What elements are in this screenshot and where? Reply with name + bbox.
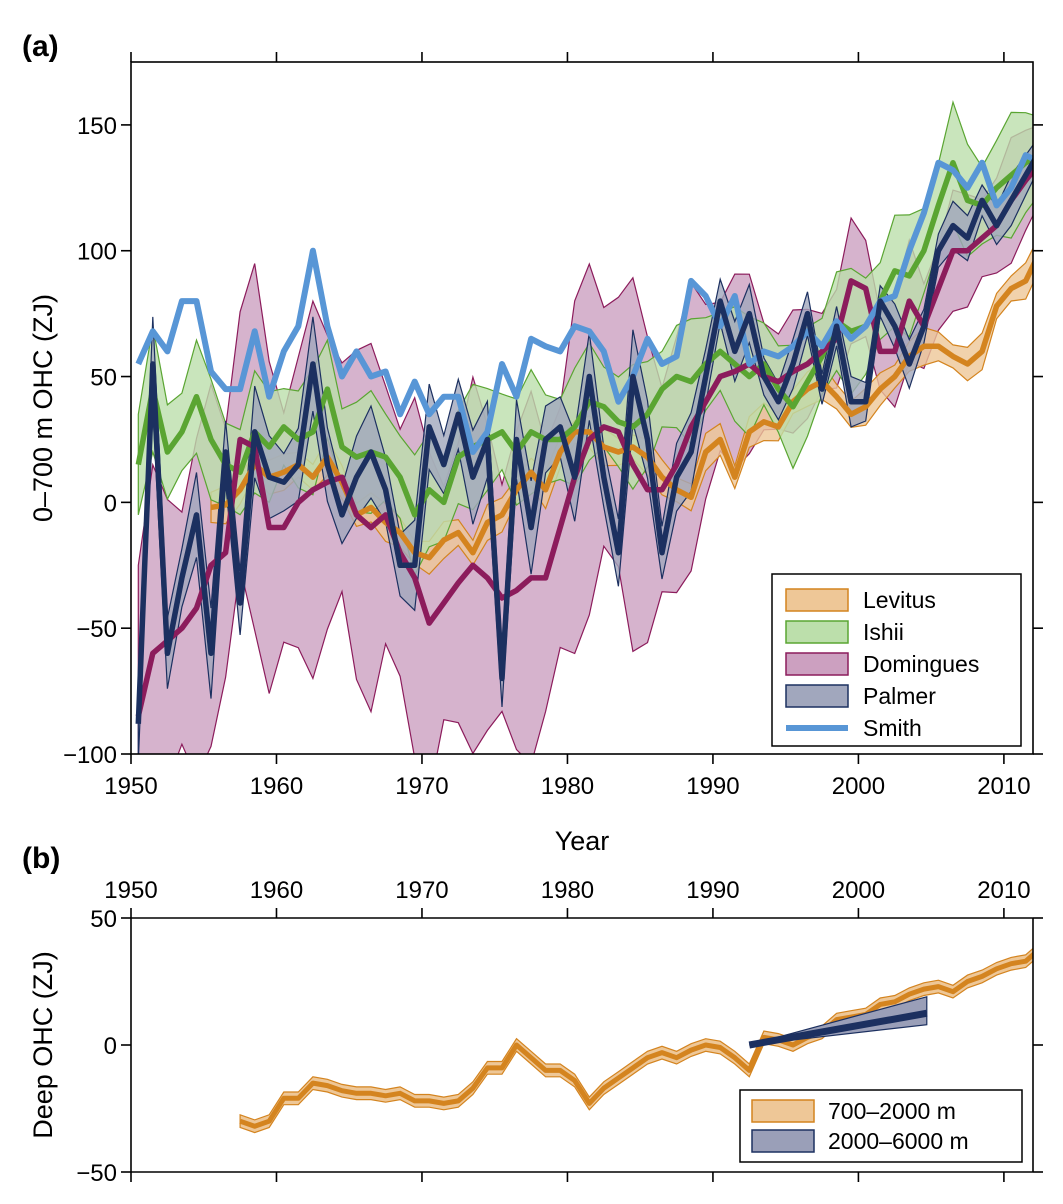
- x-tick-label-a: 1980: [541, 773, 594, 800]
- line-smith: [135, 152, 1033, 455]
- x-tick-label-a: 1950: [104, 773, 157, 800]
- x-tick-label-a: 1960: [250, 773, 303, 800]
- legend-b: 700–2000 m 2000–6000 m: [739, 1089, 1023, 1163]
- legend-label-700-2000-m: 700–2000 m: [828, 1098, 956, 1124]
- legend-a: Levitus Ishii Domingues Palmer Smith: [771, 573, 1022, 747]
- legend-label-domingues: Domingues: [863, 651, 979, 677]
- x-tick-label-a: 1970: [395, 773, 448, 800]
- x-tick-label-a: 2010: [977, 773, 1030, 800]
- y-axis-label-a: 0–700 m OHC (ZJ): [28, 294, 58, 522]
- x-tick-label-b: 1990: [686, 877, 739, 904]
- panel-label-b: (b): [22, 842, 60, 875]
- legend-swatch-2000-6000-m: [751, 1129, 815, 1153]
- y-tick-label-a: −50: [76, 616, 117, 643]
- legend-label-palmer: Palmer: [863, 683, 936, 709]
- panel-label-a: (a): [22, 30, 59, 63]
- x-tick-label-b: 1950: [104, 877, 157, 904]
- legend-label-levitus: Levitus: [863, 587, 936, 613]
- line-700-2000-m: [239, 951, 1033, 1129]
- y-tick-label-a: 0: [104, 490, 117, 517]
- line-2000-6000-m: [748, 1009, 928, 1049]
- legend-label-smith: Smith: [863, 715, 922, 741]
- line-palmer: [135, 157, 1033, 724]
- x-tick-label-a: 2000: [832, 773, 885, 800]
- x-tick-label-b: 1980: [541, 877, 594, 904]
- legend-label-2000-6000-m: 2000–6000 m: [828, 1128, 969, 1154]
- x-tick-label-b: 1970: [395, 877, 448, 904]
- y-tick-label-a: 100: [77, 239, 117, 266]
- y-tick-label-b: 50: [90, 906, 117, 933]
- y-tick-label-a: 150: [77, 113, 117, 140]
- y-tick-label-a: −100: [63, 742, 117, 769]
- legend-swatch-700-2000-m: [751, 1099, 815, 1123]
- legend-swatch-domingues: [785, 652, 849, 676]
- legend-swatch-levitus: [785, 588, 849, 612]
- x-tick-label-b: 2010: [977, 877, 1030, 904]
- legend-label-ishii: Ishii: [863, 619, 904, 645]
- x-axis-label-a: Year: [555, 826, 610, 856]
- y-tick-label-a: 50: [90, 365, 117, 392]
- band-2000-6000-m: [749, 995, 928, 1046]
- x-tick-label-b: 1960: [250, 877, 303, 904]
- line-levitus: [210, 259, 1033, 561]
- x-tick-label-b: 2000: [832, 877, 885, 904]
- panel-b: 1950 1960 1970 1980 1990 2000 2010 −50 0 50 Deep O…: [22, 842, 1043, 1187]
- legend-swatch-ishii: [785, 620, 849, 644]
- plot-area-a: [135, 99, 1033, 754]
- x-tick-label-a: 1990: [686, 773, 739, 800]
- y-tick-label-b: −50: [76, 1160, 117, 1187]
- panel-a: 1950 1960 1970 1980 1990 2000 2010 −100 −50 0 50 10…: [22, 30, 1043, 856]
- y-axis-label-b: Deep OHC (ZJ): [28, 951, 58, 1139]
- plot-area-b: [239, 947, 1033, 1134]
- line-ishii: [135, 155, 1033, 518]
- band-700-2000-m: [239, 947, 1033, 1134]
- legend-swatch-palmer: [785, 684, 849, 708]
- y-tick-label-b: 0: [104, 1033, 117, 1060]
- frame-a: [130, 61, 1034, 755]
